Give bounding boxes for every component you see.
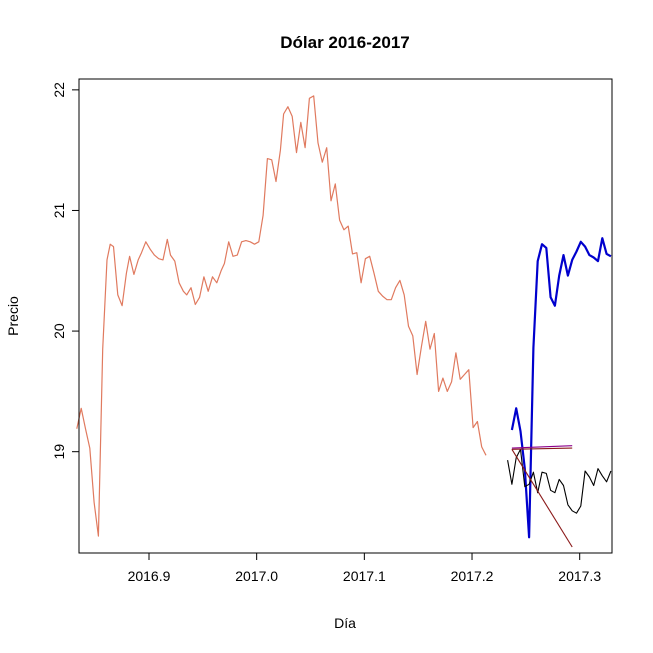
y-tick-label: 19 [51,444,67,460]
x-tick-label: 2017.1 [343,568,386,584]
y-axis: 19 20 21 22 [51,82,80,460]
y-tick-label: 20 [51,323,67,339]
x-tick-label: 2017.0 [235,568,278,584]
series-line-5 [511,445,573,449]
plot-frame [78,78,613,554]
y-tick-label: 21 [51,202,67,218]
series-line-1 [76,95,487,537]
x-tick-label: 2017.2 [451,568,494,584]
series-line-3 [507,448,612,514]
x-tick-label: 2017.3 [558,568,601,584]
series-line-4 [511,449,573,548]
series-line-6 [511,447,573,450]
x-axis-label: Día [334,615,356,631]
x-axis: 2016.9 2017.0 2017.1 2017.2 2017.3 [128,552,601,584]
series-line-2 [510,237,612,539]
y-axis-label: Precio [5,296,21,336]
y-tick-label: 22 [51,82,67,98]
x-tick-label: 2016.9 [128,568,171,584]
chart-title: Dólar 2016-2017 [280,33,409,52]
plot-lines [76,95,612,548]
